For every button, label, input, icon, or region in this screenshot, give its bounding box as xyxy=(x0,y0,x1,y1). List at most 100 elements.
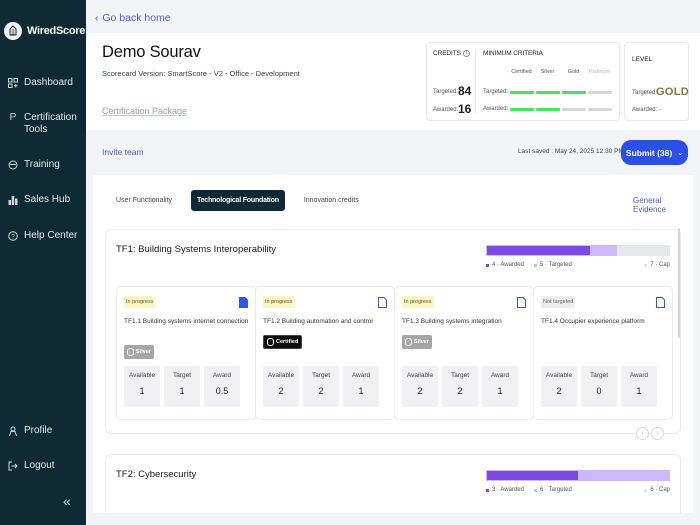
brand[interactable]: WiredScore xyxy=(4,22,85,40)
section-title: TF1: Building Systems Interoperability xyxy=(116,244,276,255)
credit-card-tf1-2[interactable]: In progress TF1.2 Building automation an… xyxy=(255,286,395,420)
credits-label: CREDITS i xyxy=(433,50,470,57)
carousel-prev-button[interactable]: ‹ xyxy=(636,427,649,440)
credit-name: TF1.1 Building systems internet connecti… xyxy=(124,318,249,325)
progress-targeted xyxy=(486,470,670,481)
legend-awarded: 4 · Awarded xyxy=(486,262,524,268)
level-card: LEVEL Targeted: GOLD Awarded: - xyxy=(624,42,689,121)
progress-awarded xyxy=(487,246,590,255)
legend-targeted: 5 · Targeted xyxy=(533,262,572,268)
stat-target: Target 2 xyxy=(442,366,478,407)
certification-package-link[interactable]: Certification Package xyxy=(102,106,188,116)
level-badge-silver: Silver xyxy=(402,335,432,349)
sidebar-item-label: Profile xyxy=(24,425,53,436)
credit-stats: Available 2 Target 2 Award 1 xyxy=(263,366,379,407)
go-back-home-label: Go back home xyxy=(102,12,171,24)
sidebar: WiredScore Dashboard P Certification Too… xyxy=(0,0,86,525)
tab-technological-foundation[interactable]: Technological Foundation xyxy=(191,190,285,211)
info-icon[interactable]: i xyxy=(462,50,470,57)
progress-bar xyxy=(486,245,670,256)
sidebar-item-training[interactable]: Training xyxy=(8,159,60,171)
submit-button[interactable]: Submit (38) ⌄ xyxy=(621,140,688,165)
criteria-awarded-certified-bar xyxy=(510,108,534,111)
sidebar-item-sales-hub[interactable]: Sales Hub xyxy=(8,194,70,206)
criteria-awarded-gold-bar xyxy=(562,108,586,111)
scrollbar-thumb[interactable] xyxy=(678,228,680,338)
tier-certified: Certified xyxy=(511,69,532,75)
document-filled-icon[interactable] xyxy=(239,297,248,308)
medal-icon xyxy=(405,338,412,346)
credit-card-tf1-3[interactable]: In progress TF1.3 Building systems integ… xyxy=(394,286,534,420)
level-badge-silver: Silver xyxy=(124,345,154,359)
stat-award: Award 1 xyxy=(343,366,379,407)
tier-silver: Silver xyxy=(540,69,555,75)
main-content: ‹ Go back home Demo Sourav Scorecard Ver… xyxy=(86,0,700,525)
sidebar-item-label: Sales Hub xyxy=(24,194,71,205)
sidebar-item-label: Training xyxy=(24,159,60,170)
stat-award: Award 1 xyxy=(482,366,518,407)
credit-name: TF1.3 Building systems integration xyxy=(402,318,502,325)
medal-icon xyxy=(267,338,274,346)
criteria-awarded-label: Awarded: xyxy=(483,106,509,112)
criteria-targeted-platinum-bar xyxy=(588,91,612,94)
credits-targeted-label: Targeted: xyxy=(433,89,459,95)
tab-innovation-credits[interactable]: Innovation credits xyxy=(303,197,359,204)
chevron-left-icon: ‹ xyxy=(95,12,99,24)
collapse-sidebar-button[interactable]: « xyxy=(63,493,71,509)
status-badge: In progress xyxy=(124,296,156,308)
credits-content: User Functionality Technological Foundat… xyxy=(93,175,693,513)
wiredscore-logo-icon xyxy=(4,22,22,40)
tier-platinum: Platinum xyxy=(588,69,611,75)
carousel-next-button[interactable]: › xyxy=(651,427,664,440)
general-evidence-link[interactable]: General Evidence xyxy=(633,196,666,214)
stat-target: Target 1 xyxy=(164,366,200,407)
project-header: Demo Sourav Scorecard Version: SmartScor… xyxy=(86,33,700,130)
minimum-criteria-label: MINIMUM CRITERIA xyxy=(483,50,543,57)
brand-name: WiredScore xyxy=(27,25,86,37)
level-label: LEVEL xyxy=(632,56,653,63)
sidebar-item-label: Logout xyxy=(24,460,55,471)
stat-available: Available 2 xyxy=(541,366,577,407)
document-icon[interactable] xyxy=(517,297,526,308)
criteria-awarded-silver-bar xyxy=(536,108,560,111)
scorecard-version: Scorecard Version: SmartScore - V2 - Off… xyxy=(102,69,300,78)
stat-available: Available 2 xyxy=(263,366,299,407)
credit-card-tf1-1[interactable]: In progress TF1.1 Building systems inter… xyxy=(116,286,256,420)
p-letter-icon: P xyxy=(9,112,17,123)
progress-awarded xyxy=(487,471,578,480)
credit-stats: Available 1 Target 1 Award 0.5 xyxy=(124,366,240,407)
progress-legend: 3 · Awarded 6 · Targeted 6 · Cap xyxy=(486,487,670,493)
sidebar-item-profile[interactable]: Profile xyxy=(8,425,52,437)
status-badge: In progress xyxy=(263,296,295,308)
legend-awarded: 3 · Awarded xyxy=(486,487,524,493)
sidebar-item-certification-tools[interactable]: P Certification Tools xyxy=(8,112,77,136)
legend-targeted: 6 · Targeted xyxy=(533,487,572,493)
invite-team-link[interactable]: Invite team xyxy=(102,147,144,157)
credit-stats: Available 2 Target 2 Award 1 xyxy=(402,366,518,407)
document-icon[interactable] xyxy=(656,297,665,308)
go-back-home-link[interactable]: ‹ Go back home xyxy=(95,12,171,24)
sidebar-item-help-center[interactable]: ? Help Center xyxy=(8,230,77,242)
legend-cap: 6 · Cap xyxy=(644,487,670,493)
credits-card: CREDITS i Targeted: 84 Awarded: 16 MINIMU… xyxy=(426,42,620,121)
credit-name: TF1.4 Occupier experience platform xyxy=(541,318,645,325)
graduation-icon xyxy=(8,159,18,171)
sidebar-item-dashboard[interactable]: Dashboard xyxy=(8,77,73,89)
stat-available: Available 2 xyxy=(402,366,438,407)
criteria-targeted-silver-bar xyxy=(536,91,560,94)
criteria-awarded-platinum-bar xyxy=(588,108,612,111)
tier-gold: Gold xyxy=(567,69,580,75)
divider xyxy=(475,51,476,113)
help-circle-icon: ? xyxy=(8,230,18,242)
bar-chart-icon xyxy=(8,194,18,206)
document-icon[interactable] xyxy=(378,297,387,308)
section-tf1: TF1: Building Systems Interoperability 4… xyxy=(105,229,681,440)
progress-legend: 4 · Awarded 5 · Targeted 7 · Cap xyxy=(486,262,670,268)
content-scrollbar[interactable] xyxy=(678,228,681,478)
stat-award: Award 0.5 xyxy=(204,366,240,407)
user-icon xyxy=(8,425,18,437)
sidebar-item-logout[interactable]: Logout xyxy=(8,460,55,472)
logout-icon xyxy=(8,460,18,472)
credit-card-tf1-4[interactable]: Not targeted TF1.4 Occupier experience p… xyxy=(533,286,673,420)
tab-user-functionality[interactable]: User Functionality xyxy=(116,197,173,204)
